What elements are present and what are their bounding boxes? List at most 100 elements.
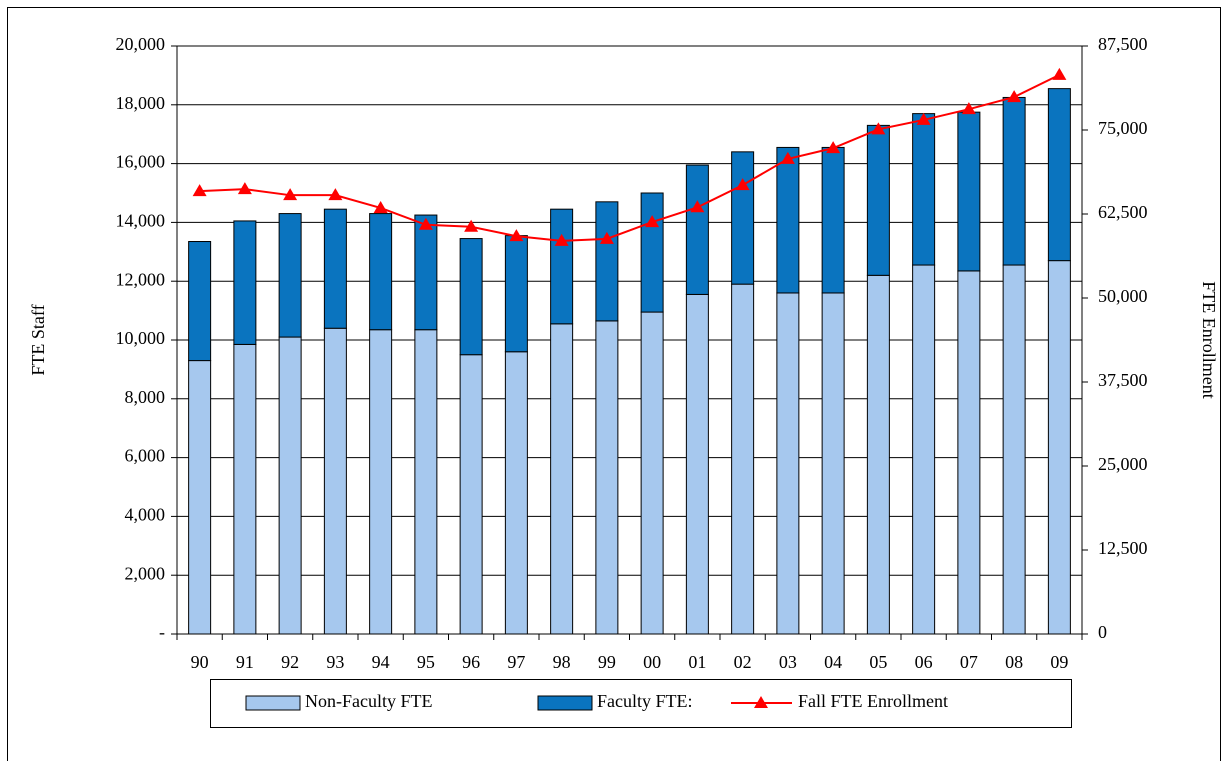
y-tick-label: 12,000: [116, 269, 166, 289]
bar: [550, 208, 574, 325]
legend-swatch: [245, 695, 301, 711]
line-marker: [735, 178, 750, 191]
y2-tick-label: 0: [1098, 622, 1107, 642]
x-tick-label: 96: [462, 652, 480, 672]
x-tick-label: 99: [598, 652, 616, 672]
bar: [369, 329, 393, 635]
y-tick-label: -: [159, 622, 165, 642]
line-marker: [826, 141, 841, 154]
bar: [1047, 88, 1071, 262]
y-tick-label: 16,000: [116, 152, 166, 172]
line: [199, 73, 1060, 242]
line-marker: [464, 219, 479, 232]
line-marker: [554, 233, 569, 246]
bar: [278, 213, 302, 338]
bar: [188, 360, 212, 635]
y-tick-label: 6,000: [125, 446, 166, 466]
bar: [821, 292, 845, 635]
line-marker: [961, 102, 976, 115]
line-marker: [237, 182, 252, 195]
legend-box: [210, 679, 1072, 728]
bar: [912, 113, 936, 266]
line-marker: [418, 217, 433, 230]
line-marker: [373, 200, 388, 213]
y-tick-label: 10,000: [116, 328, 166, 348]
bar: [957, 270, 981, 635]
bar: [233, 343, 257, 635]
bar: [459, 354, 483, 635]
x-tick-label: 01: [688, 652, 706, 672]
y2-axis-label: FTE Enrollment: [1199, 281, 1219, 398]
bar: [640, 192, 664, 313]
y2-tick-label: 87,500: [1098, 34, 1148, 54]
line-marker: [509, 229, 524, 242]
bar: [550, 323, 574, 635]
bar: [821, 146, 845, 294]
line-marker: [599, 231, 614, 244]
bar: [685, 164, 709, 295]
line-marker: [1052, 67, 1067, 80]
y-tick-label: 14,000: [116, 211, 166, 231]
y2-tick-label: 62,500: [1098, 202, 1148, 222]
y2-tick-label: 75,000: [1098, 118, 1148, 138]
bar: [278, 336, 302, 635]
line-marker: [192, 184, 207, 197]
bar: [1002, 96, 1026, 266]
bar: [640, 311, 664, 635]
x-tick-label: 00: [643, 652, 661, 672]
bar: [731, 151, 755, 285]
bar: [776, 146, 800, 294]
x-tick-label: 90: [191, 652, 209, 672]
x-tick-label: 94: [372, 652, 390, 672]
legend-marker: [754, 696, 768, 708]
x-tick-label: 05: [869, 652, 887, 672]
x-tick-label: 07: [960, 652, 978, 672]
y-axis-label: FTE Staff: [28, 304, 48, 375]
bar: [188, 241, 212, 362]
bar: [504, 235, 528, 353]
bar: [414, 214, 438, 331]
bar: [731, 283, 755, 635]
y2-tick-label: 50,000: [1098, 286, 1148, 306]
bar: [323, 208, 347, 329]
line-marker: [871, 122, 886, 135]
bar: [459, 238, 483, 356]
bar: [595, 201, 619, 322]
bar: [595, 320, 619, 635]
bar: [323, 327, 347, 635]
bar: [912, 264, 936, 635]
x-tick-label: 92: [281, 652, 299, 672]
y-tick-label: 18,000: [116, 93, 166, 113]
x-tick-label: 09: [1050, 652, 1068, 672]
bar: [685, 293, 709, 635]
bar: [776, 292, 800, 635]
bar: [1002, 264, 1026, 635]
legend-label: Fall FTE Enrollment: [798, 691, 948, 711]
x-tick-label: 95: [417, 652, 435, 672]
x-tick-label: 04: [824, 652, 842, 672]
bar: [866, 124, 890, 276]
y-tick-label: 2,000: [125, 563, 166, 583]
y2-tick-label: 12,500: [1098, 538, 1148, 558]
bar: [957, 111, 981, 272]
line-marker: [690, 200, 705, 213]
line-marker: [283, 188, 298, 201]
x-tick-label: 06: [915, 652, 933, 672]
line-marker: [916, 112, 931, 125]
line-marker: [780, 151, 795, 164]
legend-swatch: [537, 695, 593, 711]
bar: [369, 213, 393, 331]
y-tick-label: 8,000: [125, 387, 166, 407]
x-tick-label: 93: [326, 652, 344, 672]
chart-frame: [7, 7, 1221, 761]
line-marker: [645, 215, 660, 228]
legend-label: Non-Faculty FTE: [305, 691, 433, 711]
x-tick-label: 03: [779, 652, 797, 672]
line-marker: [1007, 90, 1022, 103]
x-tick-label: 91: [236, 652, 254, 672]
x-tick-label: 97: [507, 652, 525, 672]
bar: [504, 351, 528, 635]
y2-tick-label: 25,000: [1098, 454, 1148, 474]
bar: [866, 274, 890, 635]
x-tick-label: 98: [553, 652, 571, 672]
